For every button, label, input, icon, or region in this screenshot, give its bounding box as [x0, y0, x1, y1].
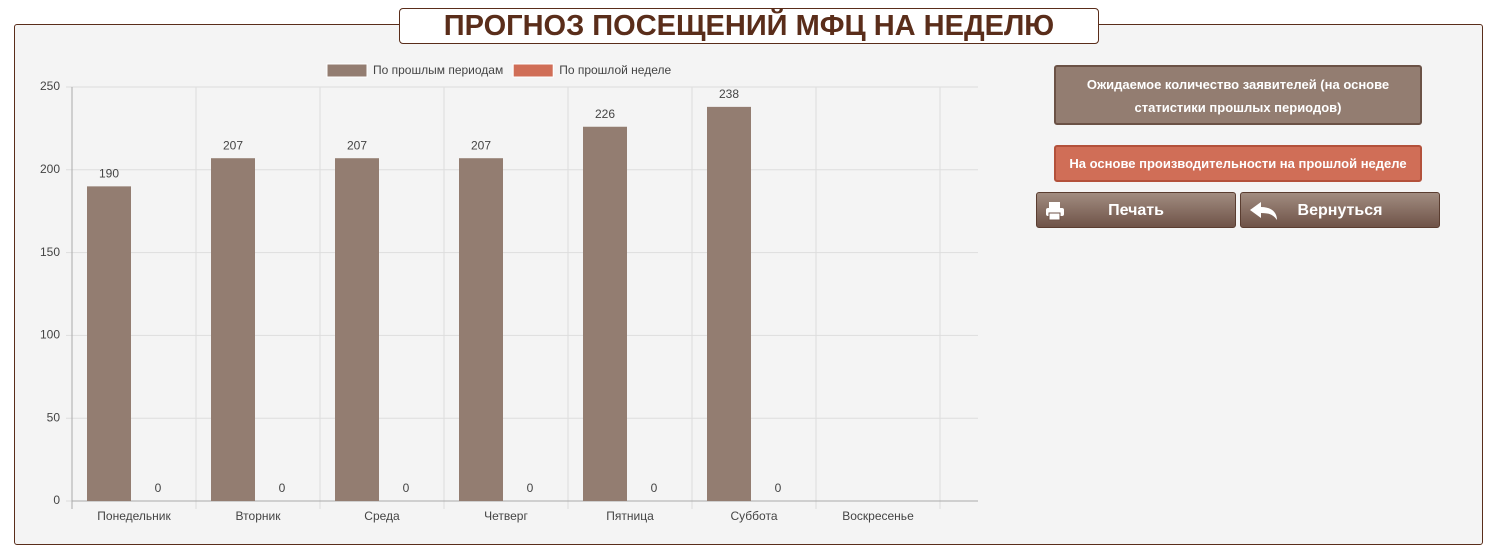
x-tick-label: Воскресенье [842, 509, 914, 523]
y-tick-label: 200 [40, 162, 60, 176]
value-label: 0 [527, 481, 534, 495]
value-label: 0 [155, 481, 162, 495]
y-tick-label: 0 [53, 493, 60, 507]
value-label: 226 [595, 107, 615, 121]
last-week-button[interactable]: На основе производительности на прошлой … [1054, 145, 1422, 182]
x-tick-label: Пятница [606, 509, 654, 523]
value-label: 0 [279, 481, 286, 495]
print-icon [1046, 202, 1064, 221]
bar [335, 158, 379, 501]
value-label: 0 [403, 481, 410, 495]
value-label: 207 [347, 138, 367, 152]
legend-label: По прошлой неделе [559, 63, 671, 77]
bar [459, 158, 503, 501]
back-icon [1250, 202, 1277, 220]
x-tick-label: Суббота [731, 509, 778, 523]
value-label: 207 [223, 138, 243, 152]
legend-label: По прошлым периодам [373, 63, 503, 77]
back-button[interactable]: Вернуться [1240, 192, 1440, 228]
x-tick-label: Понедельник [97, 509, 171, 523]
back-label: Вернуться [1297, 202, 1383, 219]
bar [211, 158, 255, 501]
print-button[interactable]: Печать [1036, 192, 1236, 228]
bar [583, 126, 627, 501]
print-label: Печать [1108, 202, 1164, 219]
legend-swatch [512, 63, 554, 78]
value-label: 0 [651, 481, 658, 495]
legend-swatch [326, 63, 368, 78]
value-label: 190 [99, 167, 119, 181]
x-tick-label: Среда [364, 509, 400, 523]
chart: 0 50 100 150 200 250 По прошлым периодам По про… [40, 63, 978, 523]
page-title: ПРОГНОЗ ПОСЕЩЕНИЙ МФЦ НА НЕДЕЛЮ [399, 8, 1099, 44]
value-label: 207 [471, 138, 491, 152]
x-tick-label: Вторник [236, 509, 282, 523]
y-tick-label: 250 [40, 79, 60, 93]
y-tick-label: 100 [40, 328, 60, 342]
x-tick-label: Четверг [484, 509, 528, 523]
y-tick-label: 150 [40, 245, 60, 259]
bar [707, 106, 751, 501]
expected-button[interactable]: Ожидаемое количество заявителей (на осно… [1054, 65, 1422, 125]
y-tick-label: 50 [47, 410, 61, 424]
value-label: 238 [719, 87, 739, 101]
bar [87, 186, 131, 502]
value-label: 0 [775, 481, 782, 495]
